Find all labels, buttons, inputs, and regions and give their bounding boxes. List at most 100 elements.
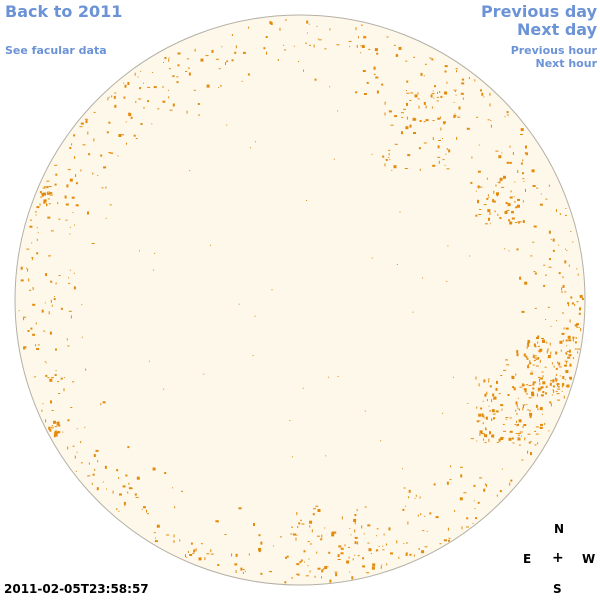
- facula-marker: [483, 438, 484, 441]
- facula-marker: [532, 383, 535, 386]
- facula-marker: [432, 120, 435, 121]
- facula-marker: [409, 553, 412, 556]
- facula-marker: [43, 199, 47, 202]
- facula-marker: [556, 383, 560, 386]
- facula-marker: [352, 558, 354, 561]
- facula-marker: [504, 211, 508, 214]
- facula-marker: [248, 553, 250, 556]
- facula-marker: [489, 431, 491, 435]
- facula-marker: [127, 446, 130, 449]
- facula-marker: [433, 97, 435, 99]
- facula-marker: [530, 440, 532, 442]
- facula-marker: [303, 550, 306, 553]
- facula-marker: [185, 554, 186, 558]
- facula-marker: [447, 539, 450, 542]
- facula-marker: [84, 426, 86, 428]
- facula-marker: [152, 467, 156, 471]
- compass-east-label: E: [523, 552, 532, 566]
- facula-marker: [81, 304, 83, 306]
- facula-marker: [525, 188, 526, 192]
- facula-marker: [497, 213, 499, 216]
- facula-marker: [307, 541, 310, 543]
- facula-marker: [517, 438, 521, 441]
- facula-marker: [477, 199, 480, 203]
- facula-marker: [526, 357, 529, 360]
- facula-marker: [532, 387, 535, 390]
- facula-marker: [36, 348, 40, 350]
- facula-marker: [417, 98, 420, 100]
- facula-marker: [541, 338, 544, 339]
- facula-marker: [448, 537, 451, 539]
- facula-marker: [406, 102, 408, 106]
- facula-marker: [396, 264, 398, 265]
- facula-marker: [529, 362, 532, 365]
- facula-marker: [549, 382, 552, 386]
- previous-hour-link[interactable]: Previous hour: [510, 44, 597, 57]
- facula-marker: [531, 391, 534, 395]
- facula-marker: [354, 514, 357, 517]
- facula-marker: [419, 168, 421, 171]
- facula-marker: [418, 147, 421, 150]
- facula-marker: [381, 564, 383, 566]
- facula-marker: [495, 184, 497, 187]
- facula-marker: [67, 345, 70, 347]
- facula-marker: [116, 508, 118, 511]
- facula-marker: [101, 187, 104, 189]
- next-day-link[interactable]: Next day: [517, 20, 597, 39]
- facula-marker: [93, 454, 96, 457]
- facula-marker: [51, 425, 53, 426]
- facula-marker: [500, 437, 504, 440]
- facula-marker: [173, 534, 175, 538]
- facula-marker: [401, 112, 404, 114]
- facula-marker: [72, 212, 74, 214]
- facula-marker: [453, 376, 454, 378]
- facula-marker: [36, 206, 40, 209]
- facula-marker: [437, 156, 441, 158]
- facula-marker: [151, 123, 153, 125]
- facula-marker: [269, 21, 272, 25]
- facula-marker: [35, 376, 37, 378]
- facula-marker: [69, 178, 73, 182]
- facula-marker: [537, 335, 540, 338]
- facula-marker: [310, 542, 312, 545]
- facula-marker: [477, 501, 480, 504]
- facula-marker: [515, 373, 517, 376]
- facula-marker: [518, 444, 521, 446]
- facula-marker: [444, 70, 447, 73]
- facula-marker: [234, 563, 238, 566]
- facula-marker: [335, 573, 338, 577]
- facula-marker: [43, 330, 46, 332]
- see-facular-data-link[interactable]: See facular data: [5, 44, 107, 57]
- facula-marker: [579, 307, 581, 311]
- facula-marker: [143, 106, 145, 109]
- facula-marker: [530, 255, 533, 257]
- facula-marker: [347, 546, 350, 548]
- facula-marker: [105, 217, 107, 219]
- facula-marker: [488, 196, 490, 198]
- facula-marker: [579, 295, 583, 298]
- facula-marker: [244, 570, 246, 572]
- facula-marker: [453, 101, 455, 103]
- facula-marker: [545, 392, 547, 394]
- facula-marker: [523, 424, 527, 426]
- next-hour-link[interactable]: Next hour: [535, 57, 598, 70]
- facula-marker: [226, 60, 228, 62]
- facula-marker: [487, 209, 491, 213]
- facula-marker: [376, 535, 378, 537]
- facula-marker: [514, 222, 517, 223]
- back-to-year-link[interactable]: Back to 2011: [5, 2, 123, 21]
- facula-marker: [249, 147, 251, 149]
- facula-marker: [508, 250, 510, 252]
- facula-marker: [518, 419, 522, 423]
- facula-marker: [263, 47, 266, 50]
- facula-marker: [376, 90, 379, 94]
- previous-day-link[interactable]: Previous day: [480, 2, 597, 21]
- facula-marker: [80, 169, 82, 172]
- facula-marker: [555, 390, 558, 392]
- facula-marker: [493, 190, 495, 194]
- facula-marker: [519, 386, 523, 388]
- facula-marker: [163, 388, 165, 390]
- facula-marker: [505, 359, 508, 361]
- facula-marker: [523, 405, 524, 408]
